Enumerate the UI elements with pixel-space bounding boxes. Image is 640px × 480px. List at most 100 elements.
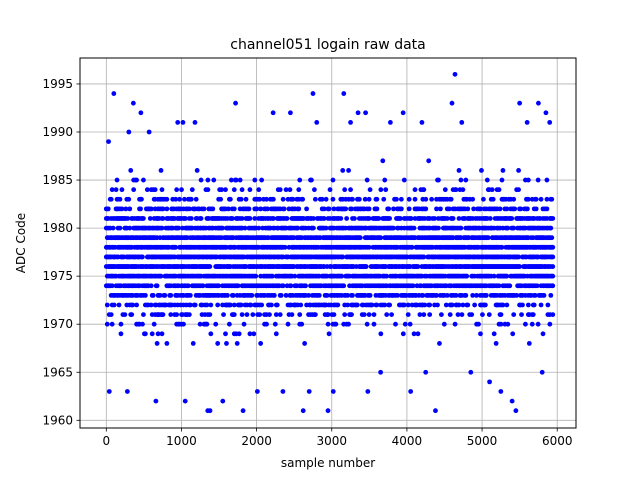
data-point (535, 177, 541, 183)
data-point (374, 302, 380, 308)
data-point (157, 292, 163, 298)
data-point (220, 225, 225, 231)
data-point (326, 206, 332, 212)
data-point (449, 302, 455, 308)
data-point (277, 312, 283, 317)
data-point (364, 177, 370, 183)
data-point (499, 244, 505, 250)
outlier-point (348, 119, 353, 125)
data-point (288, 283, 294, 289)
data-point (208, 302, 214, 308)
data-point (386, 206, 392, 212)
data-point (405, 302, 411, 308)
data-point (384, 312, 390, 317)
data-point (119, 206, 125, 212)
data-point (490, 196, 496, 202)
data-point (497, 206, 503, 212)
data-point (231, 187, 237, 193)
data-point (366, 312, 372, 317)
data-point (436, 177, 441, 183)
data-point (448, 196, 454, 202)
data-point (452, 321, 458, 327)
outlier-point (468, 369, 474, 375)
data-point (118, 331, 124, 337)
data-point (364, 321, 370, 327)
data-point (340, 254, 346, 260)
data-point (544, 196, 550, 202)
data-point (533, 196, 539, 202)
data-point (406, 206, 412, 212)
outlier-point (126, 129, 132, 135)
data-point (205, 187, 211, 193)
outlier-point (452, 71, 458, 77)
data-point (443, 302, 449, 308)
data-point (283, 292, 289, 298)
data-point (254, 206, 260, 212)
outlier-point (378, 369, 384, 375)
y-tick-label: 1965 (42, 365, 73, 379)
data-point (498, 321, 504, 327)
outlier-point (341, 91, 347, 96)
data-point (201, 206, 207, 212)
data-point (460, 302, 466, 308)
outlier-point (423, 369, 429, 375)
data-point (327, 187, 333, 193)
data-point (295, 225, 301, 231)
axis-ticks: 0 1000 2000 3000 4000 5000 6000 1960 1965 1970 197… (42, 77, 572, 448)
data-point (417, 312, 423, 317)
data-point (129, 312, 135, 317)
data-point (258, 341, 264, 346)
data-point (429, 196, 435, 202)
data-point (164, 206, 170, 212)
data-point (352, 216, 357, 221)
data-point (349, 312, 354, 317)
outlier-point (524, 119, 530, 125)
data-point (479, 168, 484, 173)
data-point (412, 187, 418, 193)
data-point (270, 196, 276, 202)
data-point (518, 206, 523, 212)
data-point (325, 312, 331, 317)
data-point (258, 206, 264, 212)
data-point (407, 321, 413, 327)
data-point (142, 331, 148, 337)
data-point (550, 216, 556, 221)
data-point (421, 254, 427, 260)
outlier-point (408, 389, 414, 394)
outlier-point (270, 110, 276, 116)
data-point (330, 196, 336, 202)
outlier-point (330, 389, 336, 394)
data-point (218, 196, 224, 202)
data-point (111, 302, 117, 308)
data-point (204, 302, 210, 308)
data-point (505, 321, 511, 327)
data-point (250, 312, 256, 317)
data-point (408, 216, 414, 221)
y-tick-label: 1970 (42, 317, 73, 331)
data-point (150, 292, 156, 298)
data-point (141, 312, 146, 317)
data-point (455, 312, 461, 317)
x-tick-label: 6000 (542, 434, 573, 448)
data-point (346, 168, 351, 173)
outlier-point (325, 408, 331, 414)
data-point (458, 177, 464, 183)
data-point (335, 302, 341, 308)
data-point (447, 312, 453, 317)
outlier-point (146, 129, 152, 135)
data-point (246, 206, 252, 212)
outlier-point (513, 408, 519, 414)
data-point (158, 168, 164, 173)
data-point (242, 225, 248, 231)
data-point (243, 196, 249, 202)
data-point (140, 321, 145, 327)
data-point (480, 312, 485, 317)
data-point (311, 216, 316, 221)
data-point (216, 283, 222, 289)
data-point (323, 196, 329, 202)
data-point (211, 177, 217, 183)
data-point (109, 283, 115, 289)
outlier-point (207, 408, 213, 414)
data-point (296, 187, 302, 193)
data-point (350, 292, 355, 298)
